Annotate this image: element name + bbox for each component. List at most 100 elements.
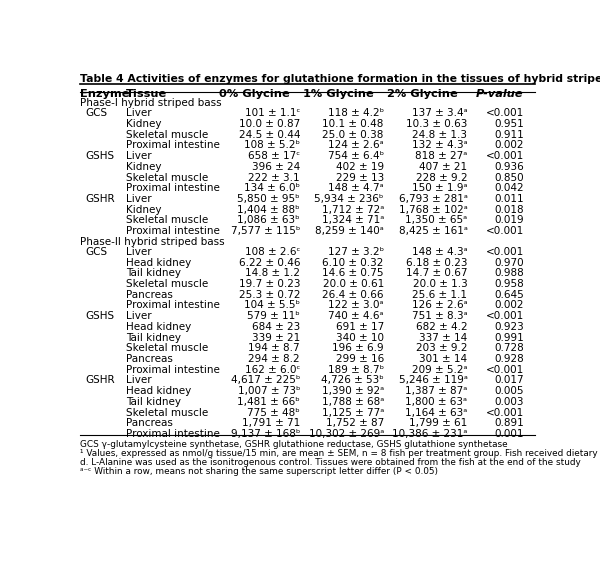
Text: 1,350 ± 65ᵃ: 1,350 ± 65ᵃ (406, 215, 467, 226)
Text: GSHS: GSHS (86, 151, 115, 161)
Text: Kidney: Kidney (126, 119, 161, 129)
Text: 1,086 ± 63ᵇ: 1,086 ± 63ᵇ (238, 215, 300, 226)
Text: Tail kidney: Tail kidney (126, 397, 181, 407)
Text: 0.911: 0.911 (494, 130, 524, 140)
Text: 6.22 ± 0.46: 6.22 ± 0.46 (239, 257, 300, 268)
Text: 14.8 ± 1.2: 14.8 ± 1.2 (245, 268, 300, 278)
Text: Pancreas: Pancreas (126, 419, 173, 428)
Text: 0.002: 0.002 (494, 301, 524, 310)
Text: GSHS: GSHS (86, 311, 115, 321)
Text: 101 ± 1.1ᶜ: 101 ± 1.1ᶜ (245, 108, 300, 118)
Text: 339 ± 21: 339 ± 21 (252, 333, 300, 343)
Text: 1,800 ± 63ᵃ: 1,800 ± 63ᵃ (406, 397, 467, 407)
Text: 1,387 ± 87ᵃ: 1,387 ± 87ᵃ (405, 386, 467, 396)
Text: 134 ± 6.0ᵇ: 134 ± 6.0ᵇ (244, 183, 300, 193)
Text: 104 ± 5.5ᵇ: 104 ± 5.5ᵇ (244, 301, 300, 310)
Text: 301 ± 14: 301 ± 14 (419, 354, 467, 364)
Text: ¹ Values, expressed as nmol/g tissue/15 min, are mean ± SEM, n = 8 fish per trea: ¹ Values, expressed as nmol/g tissue/15 … (80, 449, 600, 458)
Text: 162 ± 6.0ᶜ: 162 ± 6.0ᶜ (245, 365, 300, 375)
Text: GCS: GCS (86, 247, 108, 257)
Text: Enzyme: Enzyme (80, 89, 129, 99)
Text: 691 ± 17: 691 ± 17 (335, 322, 384, 332)
Text: 26.4 ± 0.66: 26.4 ± 0.66 (322, 289, 384, 300)
Text: Liver: Liver (126, 194, 152, 204)
Text: 0.018: 0.018 (494, 205, 524, 215)
Text: GCS γ-glutamylcysteine synthetase, GSHR glutathione reductase, GSHS glutathione : GCS γ-glutamylcysteine synthetase, GSHR … (80, 440, 507, 449)
Text: 8,259 ± 140ᵃ: 8,259 ± 140ᵃ (315, 226, 384, 236)
Text: 0.850: 0.850 (494, 173, 524, 182)
Text: ᵃ⁻ᶜ Within a row, means not sharing the same superscript letter differ (P < 0.05: ᵃ⁻ᶜ Within a row, means not sharing the … (80, 467, 437, 476)
Text: 407 ± 21: 407 ± 21 (419, 162, 467, 172)
Text: 222 ± 3.1: 222 ± 3.1 (248, 173, 300, 182)
Text: 1,788 ± 68ᵃ: 1,788 ± 68ᵃ (322, 397, 384, 407)
Text: Skeletal muscle: Skeletal muscle (126, 173, 208, 182)
Text: 25.3 ± 0.72: 25.3 ± 0.72 (239, 289, 300, 300)
Text: 0.928: 0.928 (494, 354, 524, 364)
Text: 6.18 ± 0.23: 6.18 ± 0.23 (406, 257, 467, 268)
Text: 229 ± 13: 229 ± 13 (335, 173, 384, 182)
Text: 658 ± 17ᶜ: 658 ± 17ᶜ (248, 151, 300, 161)
Text: Proximal intestine: Proximal intestine (126, 183, 220, 193)
Text: 0.923: 0.923 (494, 322, 524, 332)
Text: 25.0 ± 0.38: 25.0 ± 0.38 (322, 130, 384, 140)
Text: 19.7 ± 0.23: 19.7 ± 0.23 (239, 279, 300, 289)
Text: Skeletal muscle: Skeletal muscle (126, 407, 208, 417)
Text: 14.7 ± 0.67: 14.7 ± 0.67 (406, 268, 467, 278)
Text: GSHR: GSHR (86, 375, 115, 385)
Text: 751 ± 8.3ᵃ: 751 ± 8.3ᵃ (412, 311, 467, 321)
Text: 1,164 ± 63ᵃ: 1,164 ± 63ᵃ (405, 407, 467, 417)
Text: 2% Glycine: 2% Glycine (386, 89, 457, 99)
Text: 209 ± 5.2ᵃ: 209 ± 5.2ᵃ (412, 365, 467, 375)
Text: 10.0 ± 0.87: 10.0 ± 0.87 (239, 119, 300, 129)
Text: P-value: P-value (476, 89, 524, 99)
Text: <0.001: <0.001 (485, 247, 524, 257)
Text: 0.951: 0.951 (494, 119, 524, 129)
Text: Proximal intestine: Proximal intestine (126, 365, 220, 375)
Text: Head kidney: Head kidney (126, 386, 191, 396)
Text: 337 ± 14: 337 ± 14 (419, 333, 467, 343)
Text: 1% Glycine: 1% Glycine (303, 89, 374, 99)
Text: 25.6 ± 1.1: 25.6 ± 1.1 (412, 289, 467, 300)
Text: Proximal intestine: Proximal intestine (126, 140, 220, 150)
Text: 0.958: 0.958 (494, 279, 524, 289)
Text: 1,404 ± 88ᵇ: 1,404 ± 88ᵇ (238, 205, 300, 215)
Text: 740 ± 4.6ᵃ: 740 ± 4.6ᵃ (328, 311, 384, 321)
Text: Tissue: Tissue (126, 89, 167, 99)
Text: 124 ± 2.6ᵃ: 124 ± 2.6ᵃ (328, 140, 384, 150)
Text: Kidney: Kidney (126, 162, 161, 172)
Text: 0.005: 0.005 (494, 386, 524, 396)
Text: 682 ± 4.2: 682 ± 4.2 (416, 322, 467, 332)
Text: 1,768 ± 102ᵃ: 1,768 ± 102ᵃ (399, 205, 467, 215)
Text: 0% Glycine: 0% Glycine (219, 89, 290, 99)
Text: Skeletal muscle: Skeletal muscle (126, 343, 208, 353)
Text: <0.001: <0.001 (485, 365, 524, 375)
Text: 20.0 ± 0.61: 20.0 ± 0.61 (323, 279, 384, 289)
Text: 0.019: 0.019 (494, 215, 524, 226)
Text: Phase-II hybrid striped bass: Phase-II hybrid striped bass (80, 237, 224, 247)
Text: 754 ± 6.4ᵇ: 754 ± 6.4ᵇ (328, 151, 384, 161)
Text: 684 ± 23: 684 ± 23 (252, 322, 300, 332)
Text: Head kidney: Head kidney (126, 322, 191, 332)
Text: Proximal intestine: Proximal intestine (126, 301, 220, 310)
Text: <0.001: <0.001 (485, 151, 524, 161)
Text: 126 ± 2.6ᵃ: 126 ± 2.6ᵃ (412, 301, 467, 310)
Text: 0.988: 0.988 (494, 268, 524, 278)
Text: Pancreas: Pancreas (126, 289, 173, 300)
Text: 0.645: 0.645 (494, 289, 524, 300)
Text: 294 ± 8.2: 294 ± 8.2 (248, 354, 300, 364)
Text: 14.6 ± 0.75: 14.6 ± 0.75 (322, 268, 384, 278)
Text: 137 ± 3.4ᵃ: 137 ± 3.4ᵃ (412, 108, 467, 118)
Text: 1,799 ± 61: 1,799 ± 61 (409, 419, 467, 428)
Text: 148 ± 4.7ᵃ: 148 ± 4.7ᵃ (328, 183, 384, 193)
Text: Table 4 Activities of enzymes for glutathione formation in the tissues of hybrid: Table 4 Activities of enzymes for glutat… (80, 74, 600, 84)
Text: 189 ± 8.7ᵇ: 189 ± 8.7ᵇ (328, 365, 384, 375)
Text: 4,617 ± 225ᵇ: 4,617 ± 225ᵇ (230, 375, 300, 385)
Text: 818 ± 27ᵃ: 818 ± 27ᵃ (415, 151, 467, 161)
Text: 8,425 ± 161ᵃ: 8,425 ± 161ᵃ (398, 226, 467, 236)
Text: 402 ± 19: 402 ± 19 (335, 162, 384, 172)
Text: 0.001: 0.001 (494, 429, 524, 439)
Text: 108 ± 2.6ᶜ: 108 ± 2.6ᶜ (245, 247, 300, 257)
Text: Liver: Liver (126, 247, 152, 257)
Text: 194 ± 8.7: 194 ± 8.7 (248, 343, 300, 353)
Text: <0.001: <0.001 (485, 407, 524, 417)
